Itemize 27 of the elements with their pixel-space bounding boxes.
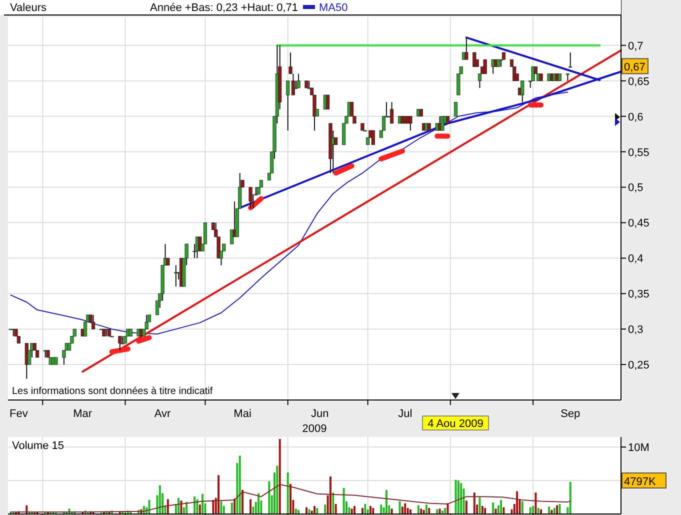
x-tick-label: Fev bbox=[9, 408, 28, 420]
y-tick-label: 0,6 bbox=[628, 111, 644, 124]
x-tick-label: Mai bbox=[234, 408, 252, 420]
x-tick-label: Jun bbox=[310, 408, 329, 420]
annotation: 0,67 bbox=[624, 62, 646, 74]
text: 4797K bbox=[624, 476, 656, 488]
y-tick-label: 0,55 bbox=[628, 146, 650, 159]
y-tick-label: 0,65 bbox=[628, 76, 650, 88]
y-tick-label: 10M bbox=[628, 442, 650, 454]
x-tick-label: Mar bbox=[73, 408, 92, 420]
x-axis-title: 2009 bbox=[302, 423, 327, 435]
y-tick-label: 0,5 bbox=[628, 182, 644, 194]
y-tick-label: 0,35 bbox=[628, 288, 650, 301]
legend-title: Valeurs bbox=[10, 2, 47, 14]
x-tick-label: Sep bbox=[560, 408, 580, 420]
y-tick-label: 0,45 bbox=[628, 218, 650, 230]
text: 4 Aou 2009 bbox=[428, 418, 484, 430]
y-tick-label: 0,7 bbox=[628, 40, 644, 52]
text: Année +Bas: 0,23 +Haut: 0,71 bbox=[150, 2, 298, 14]
y-tick-label: 0,25 bbox=[628, 360, 650, 372]
y-tick-label: 0,3 bbox=[628, 324, 644, 336]
chart-title: Volume 15 bbox=[12, 440, 64, 452]
annotation: Les informations sont données à titre indicatif bbox=[12, 386, 213, 397]
y-tick-label: 0,4 bbox=[628, 253, 644, 266]
x-tick-label: Jul bbox=[398, 408, 412, 420]
x-tick-label: Avr bbox=[154, 408, 172, 420]
legend-label: MA50 bbox=[319, 2, 348, 14]
